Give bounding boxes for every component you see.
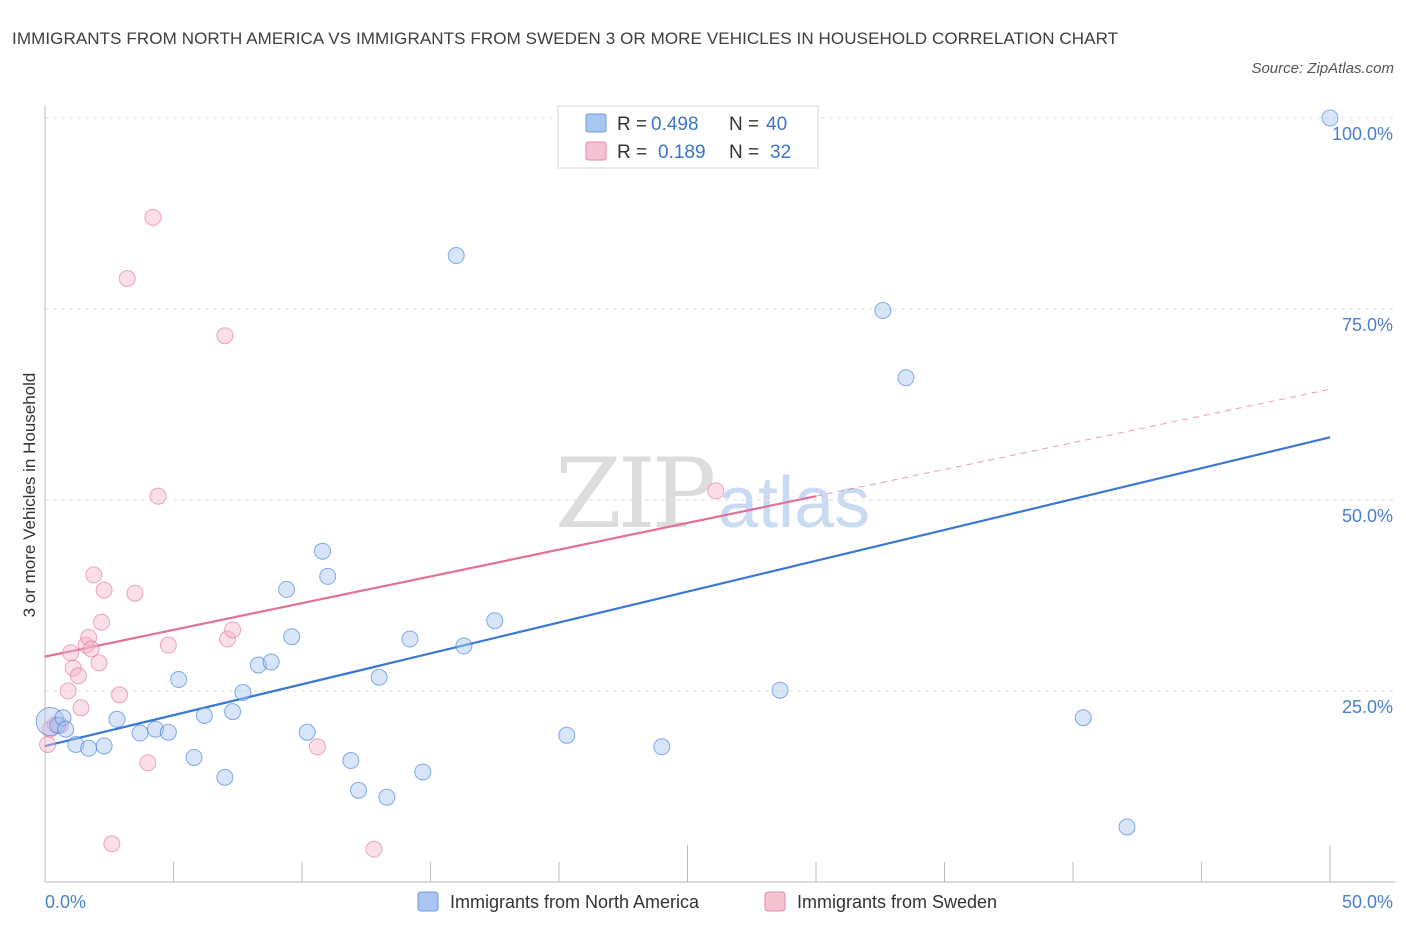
data-points <box>35 109 1339 858</box>
point-sweden <box>93 613 111 631</box>
point-sweden <box>90 654 108 672</box>
point-sweden <box>218 630 236 648</box>
watermark-zip: ZIP <box>555 438 714 550</box>
legend-r-value-1: 0.498 <box>651 114 699 135</box>
bottom-legend-label-north-america: Immigrants from North America <box>450 892 700 912</box>
legend-n-value-1: 40 <box>766 114 787 135</box>
point-north-america <box>298 723 316 741</box>
point-north-america <box>1074 709 1092 727</box>
point-north-america <box>653 738 671 756</box>
point-north-america <box>170 671 188 689</box>
point-sweden <box>95 581 113 599</box>
point-north-america <box>1118 818 1136 836</box>
point-north-america <box>67 735 85 753</box>
point-north-america <box>342 752 360 770</box>
point-north-america <box>80 739 98 757</box>
legend-swatch-north-america <box>585 113 607 133</box>
point-sweden <box>365 840 383 858</box>
point-north-america <box>414 763 432 781</box>
y-tick-label-75: 75.0% <box>1342 315 1393 335</box>
point-north-america <box>874 302 892 320</box>
bottom-legend-swatch-north-america <box>417 891 439 912</box>
point-sweden <box>159 636 177 654</box>
point-north-america <box>897 369 915 387</box>
point-north-america <box>314 542 332 560</box>
point-sweden <box>85 566 103 584</box>
legend-n-label-2: N = <box>729 142 759 163</box>
point-sweden <box>216 327 234 345</box>
point-sweden <box>59 682 77 700</box>
point-north-america <box>455 637 473 655</box>
point-sweden <box>149 487 167 505</box>
x-tick-label-min: 0.0% <box>45 892 86 912</box>
point-north-america <box>147 720 165 738</box>
point-sweden <box>82 640 100 658</box>
point-sweden <box>69 667 87 685</box>
legend-r-label-1: R = <box>617 114 647 135</box>
chart-title: IMMIGRANTS FROM NORTH AMERICA VS IMMIGRA… <box>12 29 1119 48</box>
source-label: Source: ZipAtlas.com <box>1251 60 1394 77</box>
grid <box>45 117 1395 692</box>
point-north-america <box>249 656 267 674</box>
point-north-america <box>401 630 419 648</box>
series-legend: Immigrants from North America Immigrants… <box>417 891 997 912</box>
bottom-legend-label-sweden: Immigrants from Sweden <box>797 892 997 912</box>
legend-swatch-sweden <box>585 141 607 161</box>
point-sweden <box>72 699 90 717</box>
watermark-atlas: atlas <box>718 463 870 543</box>
point-north-america <box>771 681 789 699</box>
trend-extension-sweden <box>815 388 1331 497</box>
point-north-america <box>57 720 75 738</box>
legend-n-value-2: 32 <box>770 142 791 163</box>
point-north-america <box>95 737 113 755</box>
point-north-america <box>1321 109 1339 127</box>
stats-legend: R = 0.498 N = 40 R = 0.189 N = 32 <box>557 105 819 169</box>
point-sweden <box>62 644 80 662</box>
point-north-america <box>283 628 301 646</box>
x-tick-label-max: 50.0% <box>1342 892 1393 912</box>
point-north-america <box>278 580 296 598</box>
point-sweden <box>144 208 162 226</box>
y-tick-label-50: 50.0% <box>1342 506 1393 526</box>
point-north-america <box>350 781 368 799</box>
point-sweden <box>224 621 242 639</box>
point-north-america <box>185 748 203 766</box>
y-axis-title: 3 or more Vehicles in Household <box>20 373 39 618</box>
y-tick-label-100: 100.0% <box>1332 124 1393 144</box>
point-sweden <box>118 269 136 287</box>
point-north-america <box>159 723 177 741</box>
trend-line-sweden <box>44 495 817 658</box>
point-north-america <box>558 726 576 744</box>
trend-line-north-america <box>44 436 1331 748</box>
point-sweden <box>41 720 59 738</box>
point-north-america <box>378 788 396 806</box>
point-sweden <box>111 686 129 704</box>
point-north-america <box>108 710 126 728</box>
trend-lines <box>44 388 1331 748</box>
point-north-america <box>216 768 234 786</box>
tick-labels: 25.0% 50.0% 75.0% 100.0% 0.0% 50.0% <box>45 124 1393 912</box>
point-north-america <box>486 612 504 630</box>
point-north-america <box>370 668 388 686</box>
y-tick-label-25: 25.0% <box>1342 697 1393 717</box>
legend-r-value-2: 0.189 <box>658 142 706 163</box>
bottom-legend-swatch-sweden <box>764 891 786 912</box>
legend-n-label-1: N = <box>729 114 759 135</box>
point-north-america <box>234 684 252 702</box>
point-sweden <box>139 754 157 772</box>
point-north-america <box>262 653 280 671</box>
point-sweden <box>103 835 121 853</box>
point-north-america <box>319 567 337 585</box>
point-sweden <box>126 584 144 602</box>
point-sweden <box>39 735 57 753</box>
point-sweden <box>308 738 326 756</box>
point-north-america <box>131 724 149 742</box>
legend-r-label-2: R = <box>617 142 647 163</box>
point-north-america <box>224 703 242 721</box>
point-north-america <box>195 706 213 724</box>
point-sweden <box>707 482 725 500</box>
point-north-america <box>447 247 465 265</box>
